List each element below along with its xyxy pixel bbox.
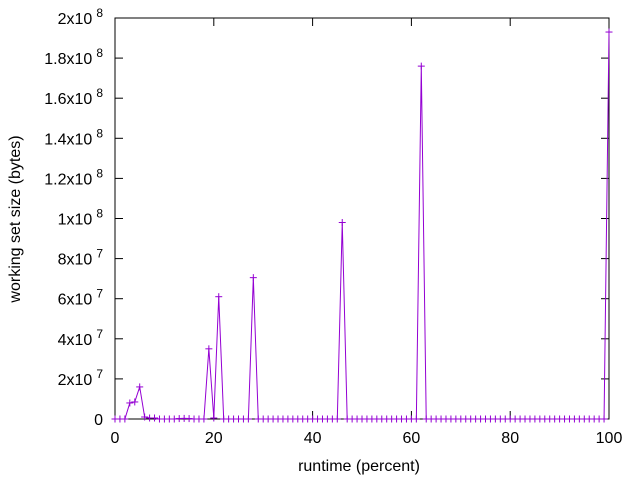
y-tick-exponent: 8 <box>96 86 103 100</box>
y-tick-mantissa: 1x10 <box>58 212 93 229</box>
data-point <box>600 415 608 423</box>
plot-frame <box>114 17 610 420</box>
y-tick-exponent: 8 <box>96 126 103 140</box>
y-tick-label: 8x10 7 <box>58 247 104 269</box>
y-tick-exponent: 7 <box>96 287 103 301</box>
y-tick-label: 1x10 8 <box>58 207 104 229</box>
data-point <box>126 399 134 407</box>
y-tick-label: 1.2x10 8 <box>44 166 103 188</box>
y-tick-label: 4x10 7 <box>58 327 104 349</box>
y-axis-label: working set size (bytes) <box>7 135 24 303</box>
y-tick-exponent: 7 <box>96 327 103 341</box>
series-layer <box>111 28 613 423</box>
y-tick-mantissa: 8x10 <box>58 252 93 269</box>
y-tick-label: 1.8x10 8 <box>44 46 103 68</box>
y-tick-mantissa: 1.6x10 <box>44 91 92 108</box>
y-tick-exponent: 8 <box>96 46 103 60</box>
data-point <box>249 274 257 282</box>
data-point <box>333 415 341 423</box>
data-point <box>205 345 213 353</box>
x-tick-label: 60 <box>403 430 421 447</box>
x-tick-label: 80 <box>501 430 519 447</box>
y-tick-mantissa: 1.4x10 <box>44 131 92 148</box>
y-tick-mantissa: 1.8x10 <box>44 51 92 68</box>
y-tick-mantissa: 0 <box>94 412 103 429</box>
data-point <box>215 293 223 301</box>
y-tick-exponent: 7 <box>96 367 103 381</box>
y-tick-mantissa: 2x10 <box>58 11 93 28</box>
data-point <box>210 414 218 422</box>
data-point <box>121 415 129 423</box>
y-tick-label: 2x10 8 <box>58 6 104 28</box>
data-point <box>136 383 144 391</box>
y-tick-label: 2x10 7 <box>58 367 104 389</box>
y-tick-label: 0 <box>94 412 103 429</box>
x-tick-label: 20 <box>205 430 223 447</box>
y-tick-label: 1.6x10 8 <box>44 86 103 108</box>
y-tick-exponent: 8 <box>96 6 103 20</box>
x-axis-ticks: 0 20 40 60 80 100 <box>111 18 623 447</box>
series-line <box>115 32 610 420</box>
y-tick-mantissa: 4x10 <box>58 332 93 349</box>
data-point <box>417 62 425 70</box>
data-point <box>151 414 159 422</box>
data-point <box>605 28 613 36</box>
x-tick-label: 100 <box>596 430 623 447</box>
data-point <box>200 415 208 423</box>
data-point <box>412 415 420 423</box>
y-tick-exponent: 8 <box>96 207 103 221</box>
y-tick-mantissa: 6x10 <box>58 292 93 309</box>
y-tick-mantissa: 1.2x10 <box>44 171 92 188</box>
x-axis-label: runtime (percent) <box>298 458 420 475</box>
data-point <box>244 415 252 423</box>
y-tick-label: 6x10 7 <box>58 287 104 309</box>
y-tick-exponent: 7 <box>96 247 103 261</box>
data-point <box>131 398 139 406</box>
y-tick-mantissa: 2x10 <box>58 372 93 389</box>
y-tick-label: 1.4x10 8 <box>44 126 103 148</box>
data-point <box>338 219 346 227</box>
x-tick-label: 0 <box>111 430 120 447</box>
x-tick-label: 40 <box>304 430 322 447</box>
y-tick-exponent: 8 <box>96 166 103 180</box>
data-point <box>141 413 149 421</box>
